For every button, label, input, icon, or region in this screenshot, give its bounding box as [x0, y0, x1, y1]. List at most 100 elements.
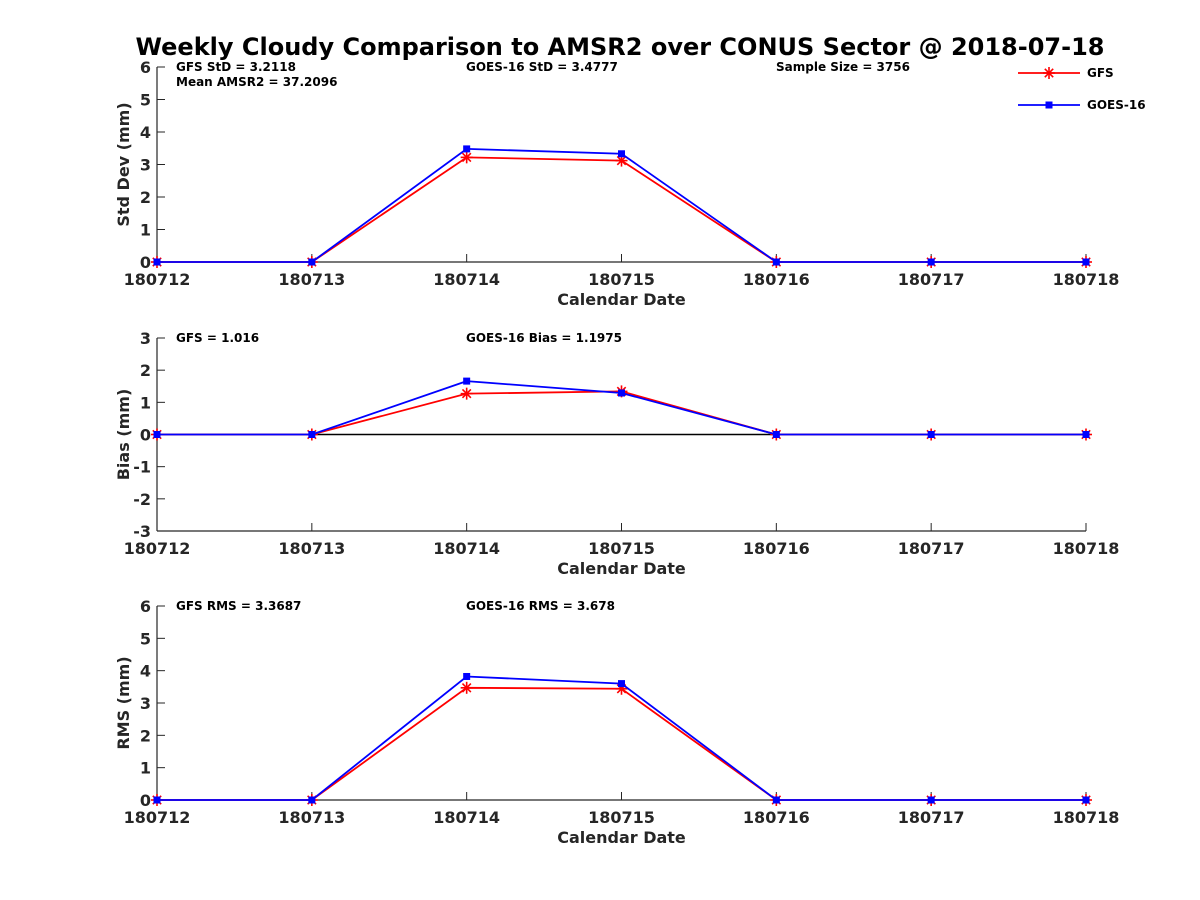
data-point: [463, 377, 471, 385]
data-point: [927, 431, 935, 438]
data-point: [153, 258, 161, 266]
y-axis-label: Std Dev (mm): [114, 102, 133, 226]
x-tick-label: 180716: [743, 270, 810, 289]
series-line: [157, 686, 1086, 801]
series-goes-16: [153, 672, 1090, 804]
data-point: [308, 431, 316, 438]
stat-annotation: GFS RMS = 3.3687: [176, 599, 301, 613]
data-point: [463, 145, 471, 153]
panel-2: -3 -2 -1 0 1 2 3 180712 180713 180714 180715 180716…: [114, 329, 1119, 578]
y-axis-label: RMS (mm): [114, 656, 133, 749]
legend-label: GOES-16: [1087, 98, 1146, 112]
data-point: [308, 258, 316, 266]
y-tick-label: 5: [140, 629, 151, 648]
series-goes-16: [153, 145, 1090, 266]
y-tick-label: 0: [140, 253, 151, 272]
stat-annotation: Mean AMSR2 = 37.2096: [176, 75, 337, 89]
y-tick-label: 3: [140, 694, 151, 713]
y-tick-label: 0: [140, 791, 151, 810]
stat-annotation: GOES-16 RMS = 3.678: [466, 599, 615, 613]
x-tick-label: 180712: [124, 539, 191, 558]
x-tick-label: 180713: [278, 270, 345, 289]
stat-annotation: GOES-16 StD = 3.4777: [466, 60, 618, 74]
series-line: [157, 390, 1086, 436]
legend-marker: [1045, 101, 1053, 109]
stat-annotation: GFS = 1.016: [176, 331, 259, 345]
x-axis-label: Calendar Date: [557, 290, 686, 309]
data-point: [1082, 258, 1090, 266]
data-point: [1082, 796, 1090, 804]
data-point: [308, 796, 316, 804]
legend-entry-gfs: GFS: [1018, 66, 1114, 80]
y-tick-label: -2: [133, 490, 151, 509]
x-tick-label: 180715: [588, 539, 655, 558]
data-point: [460, 681, 473, 694]
x-tick-label: 180716: [743, 539, 810, 558]
y-tick-label: 5: [140, 91, 151, 110]
data-point: [1082, 431, 1090, 438]
x-tick-label: 180714: [433, 808, 500, 827]
y-tick-label: 3: [140, 156, 151, 175]
x-tick-label: 180717: [898, 808, 965, 827]
legend: GFS GOES-16: [1018, 66, 1146, 112]
legend-entry-goes-16: GOES-16: [1018, 98, 1146, 112]
y-tick-label: 4: [140, 123, 151, 142]
legend-marker: [1043, 67, 1055, 79]
series-goes-16: [153, 377, 1090, 438]
x-tick-label: 180716: [743, 808, 810, 827]
x-tick-label: 180715: [588, 808, 655, 827]
x-tick-label: 180713: [278, 539, 345, 558]
series-line: [157, 156, 1086, 263]
stat-annotation: GFS StD = 3.2118: [176, 60, 296, 74]
x-axis-label: Calendar Date: [557, 559, 686, 578]
panel-1: 0 1 2 3 4 5 6 180712 180713 180714 180715 180716 180…: [114, 58, 1119, 309]
data-point: [772, 431, 780, 438]
data-point: [772, 258, 780, 266]
y-tick-label: 2: [140, 188, 151, 207]
figure-title: Weekly Cloudy Comparison to AMSR2 over C…: [136, 33, 1105, 61]
x-tick-label: 180717: [898, 539, 965, 558]
chart-panels: 0 1 2 3 4 5 6 180712 180713 180714 180715 180716 180…: [114, 58, 1119, 847]
x-tick-label: 180712: [124, 270, 191, 289]
series-line: [157, 675, 1086, 801]
y-tick-label: 1: [140, 221, 151, 240]
stat-annotation: Sample Size = 3756: [776, 60, 910, 74]
data-point: [927, 796, 935, 804]
x-tick-label: 180718: [1053, 808, 1120, 827]
data-point: [618, 680, 625, 688]
stat-annotation: GOES-16 Bias = 1.1975: [466, 331, 622, 345]
x-tick-label: 180715: [588, 270, 655, 289]
y-tick-label: 0: [140, 426, 151, 445]
x-tick-label: 180718: [1053, 270, 1120, 289]
data-point: [153, 431, 161, 438]
y-tick-label: 1: [140, 393, 151, 412]
x-tick-label: 180718: [1053, 539, 1120, 558]
x-tick-label: 180714: [433, 270, 500, 289]
y-tick-label: 2: [140, 361, 151, 380]
data-point: [618, 150, 625, 158]
data-point: [463, 672, 471, 680]
data-point: [460, 387, 473, 400]
series-gfs: [151, 151, 1092, 268]
data-point: [927, 258, 935, 266]
x-tick-label: 180712: [124, 808, 191, 827]
x-tick-label: 180714: [433, 539, 500, 558]
y-tick-label: 3: [140, 329, 151, 348]
x-axis-label: Calendar Date: [557, 828, 686, 847]
x-tick-label: 180713: [278, 808, 345, 827]
data-point: [460, 151, 473, 164]
y-tick-label: 6: [140, 58, 151, 77]
y-tick-label: -1: [133, 458, 151, 477]
y-tick-label: 2: [140, 726, 151, 745]
data-point: [618, 389, 625, 397]
legend-label: GFS: [1087, 66, 1114, 80]
y-tick-label: 4: [140, 662, 151, 681]
y-tick-label: 6: [140, 597, 151, 616]
data-point: [153, 796, 161, 804]
y-axis-label: Bias (mm): [114, 389, 133, 481]
x-tick-label: 180717: [898, 270, 965, 289]
y-tick-label: -3: [133, 522, 151, 541]
series-gfs: [151, 681, 1092, 806]
y-tick-label: 1: [140, 759, 151, 778]
